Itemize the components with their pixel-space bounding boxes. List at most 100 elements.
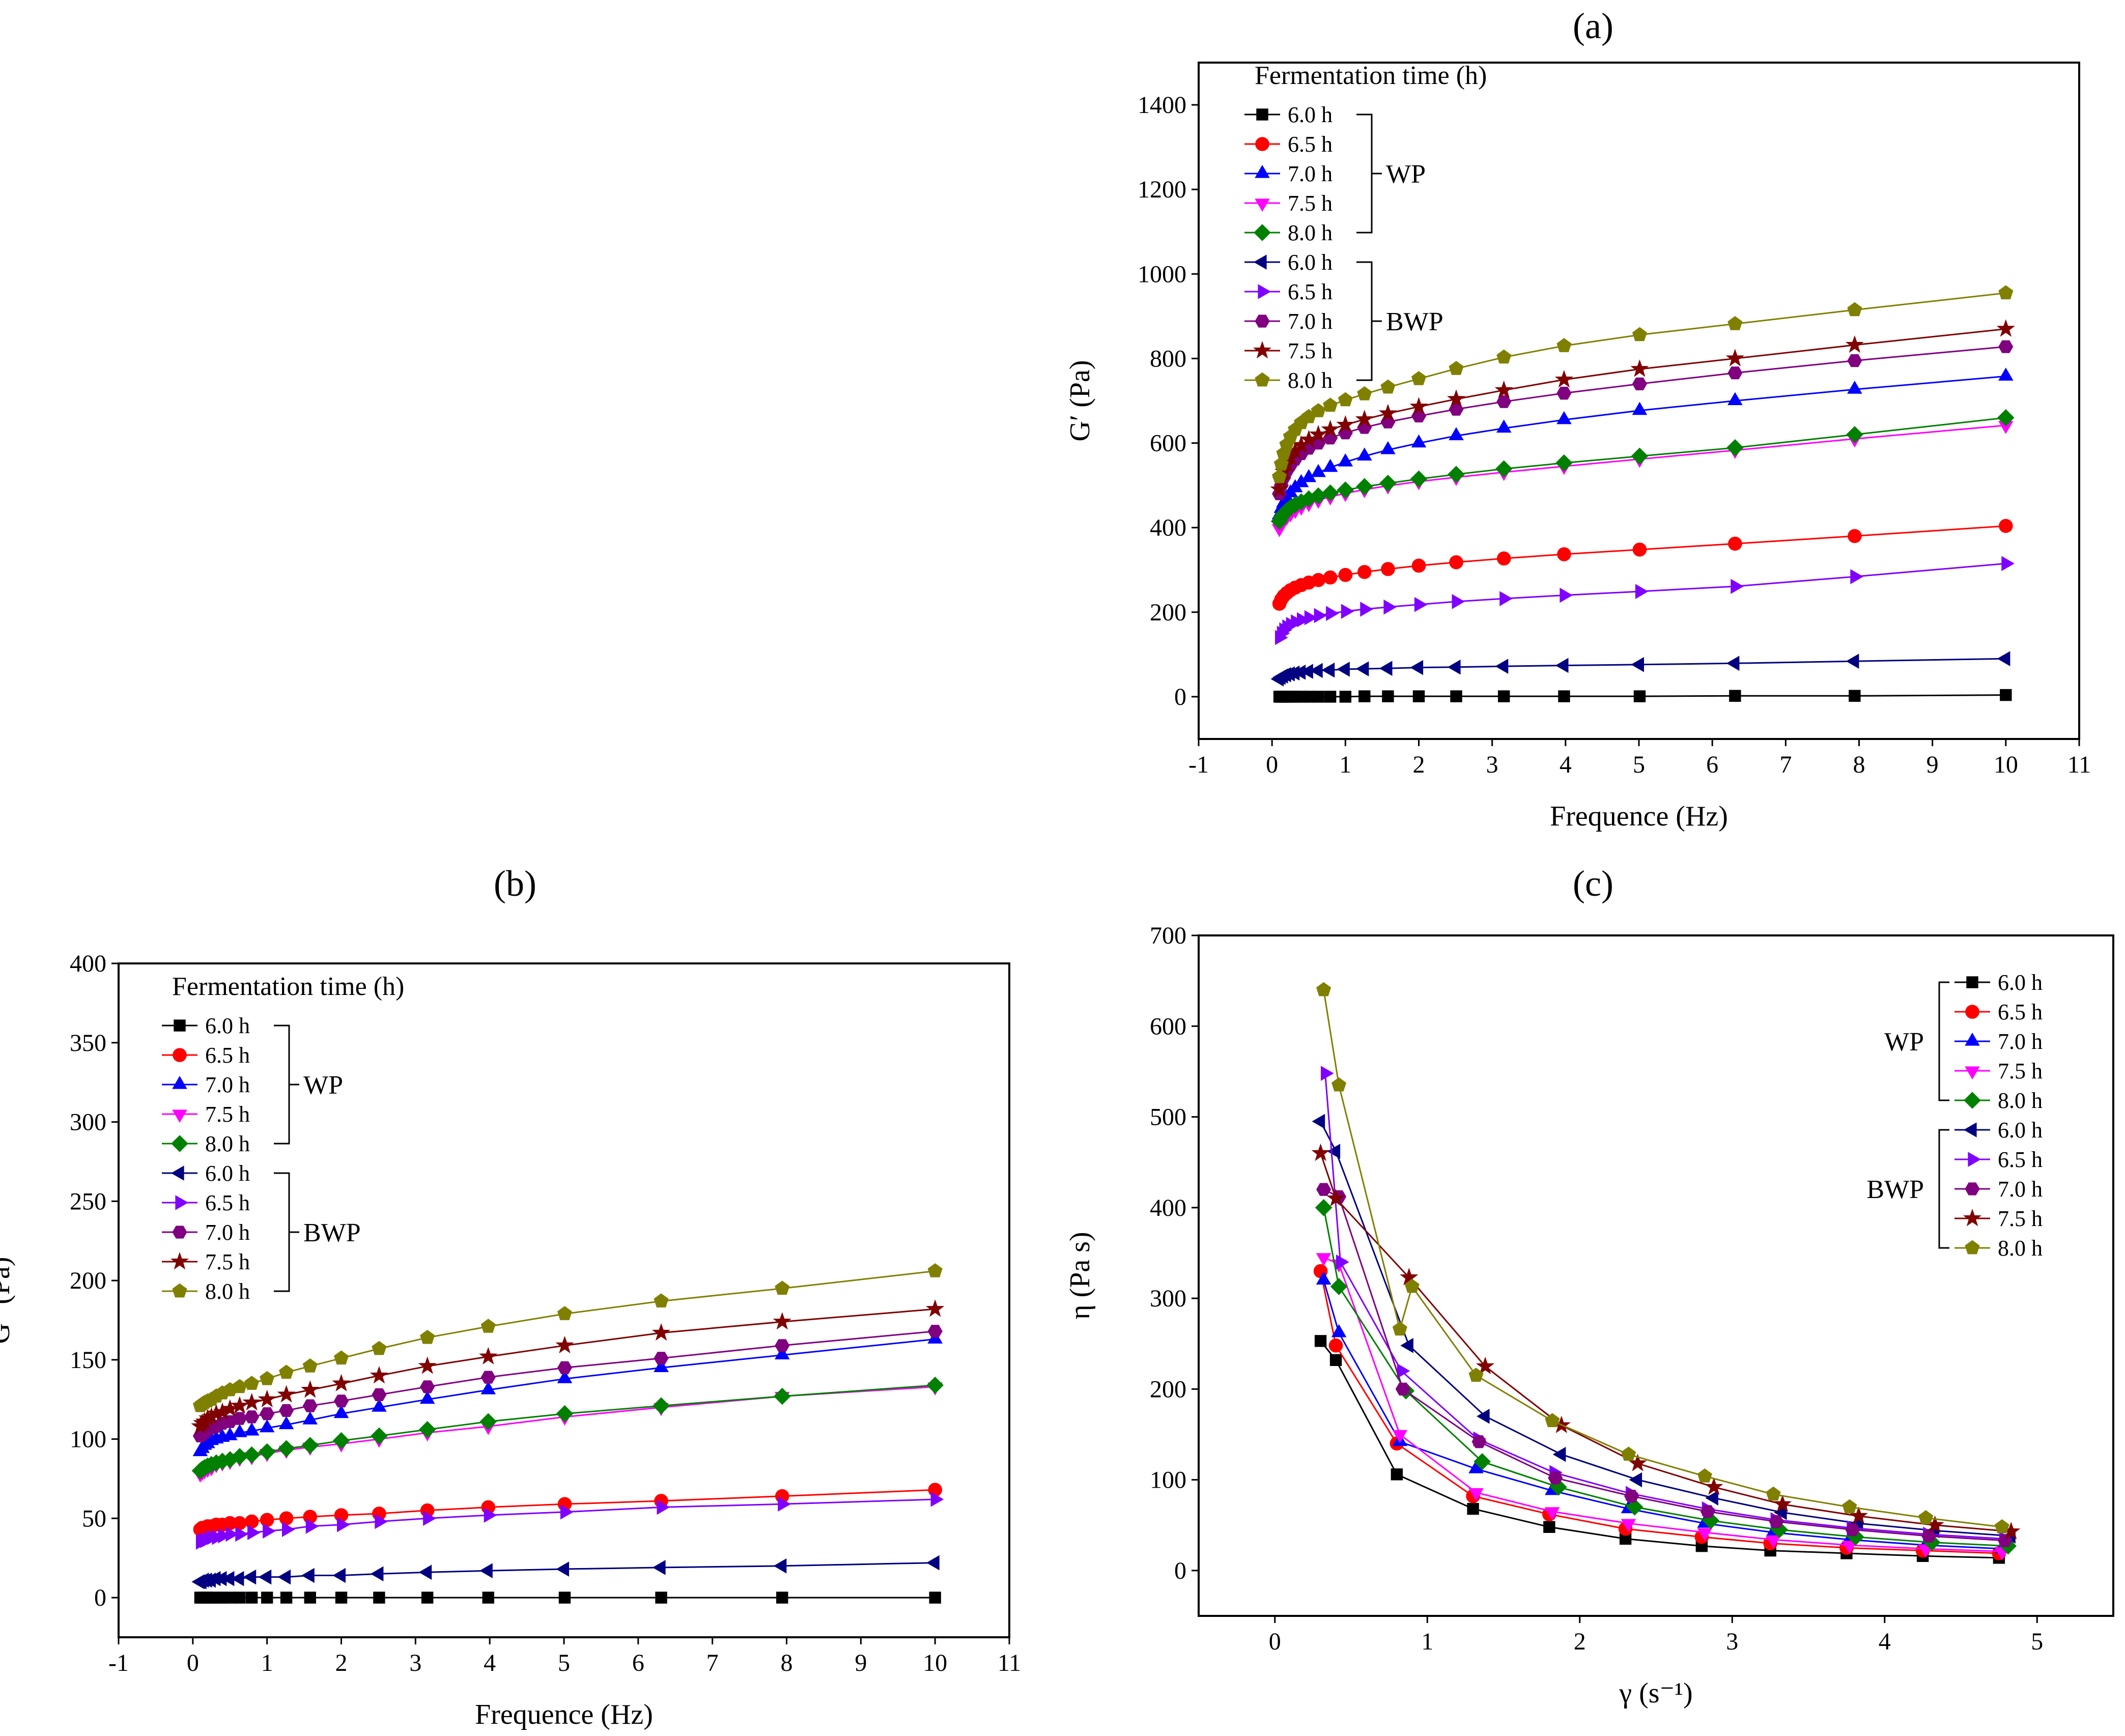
chart-panel-b: (b) -1 0 1 2 3 4 5 6 7 8 9 10 11 0 50 100 150 200 250 300 350… [0, 863, 1021, 1730]
legend-marker [1965, 1066, 1980, 1080]
legend-label: 7.0 h [205, 1220, 250, 1245]
series-line [1279, 417, 2006, 522]
series-line [1323, 989, 2002, 1528]
data-point [1769, 1515, 1784, 1528]
data-point [1336, 1254, 1349, 1270]
data-point [1314, 608, 1327, 623]
data-point [1360, 602, 1373, 617]
legend-label: 6.5 h [1998, 1000, 2043, 1024]
legend-marker [1968, 1152, 1981, 1167]
data-point [1555, 454, 1573, 472]
data-point [774, 1346, 790, 1359]
data-point [1726, 439, 1744, 457]
data-point [773, 1312, 791, 1330]
data-point [1845, 1523, 1860, 1536]
series-wp-7-5-h [1316, 1253, 2010, 1560]
data-point [1410, 660, 1424, 675]
data-point [1728, 536, 1742, 551]
data-point [302, 1399, 318, 1412]
data-point [929, 1591, 941, 1604]
data-point [1321, 662, 1335, 678]
series-wp-8-0-h [1270, 409, 2015, 530]
data-point [926, 1299, 945, 1317]
data-point [1697, 1468, 1712, 1483]
legend-marker [175, 1195, 189, 1210]
legend-marker [174, 1019, 186, 1032]
data-point [1312, 691, 1324, 703]
x-tick-label: -1 [1188, 751, 1209, 778]
data-point [1355, 409, 1374, 428]
data-point [231, 1448, 248, 1465]
data-point [1624, 1490, 1639, 1503]
legend: Fermentation time (h) 6.0 h 6.5 h 7.0 h 7.5 … [162, 972, 404, 1304]
y-tick-label: 0 [1174, 684, 1186, 710]
legend-marker [170, 1251, 189, 1270]
legend-bracket [274, 1172, 299, 1292]
x-tick-label: 1 [1339, 751, 1351, 778]
data-point [1379, 474, 1397, 492]
legend-marker [172, 1109, 187, 1123]
data-point [1496, 419, 1512, 433]
panel-label: (b) [494, 863, 536, 904]
data-point [1543, 1521, 1555, 1533]
data-point [1323, 432, 1338, 445]
data-point [1632, 377, 1647, 390]
y-tick-label: 50 [82, 1505, 106, 1532]
data-point [1327, 1144, 1341, 1159]
x-tick-label: 0 [1266, 751, 1278, 778]
data-point [1311, 464, 1326, 477]
data-point [1395, 1382, 1410, 1396]
data-point [1409, 397, 1428, 415]
data-point [1331, 1077, 1347, 1092]
y-tick-label: 0 [94, 1584, 106, 1611]
data-point [373, 1591, 385, 1604]
legend-marker [1964, 1092, 1981, 1109]
y-tick-label: 300 [70, 1109, 106, 1136]
data-point [243, 1569, 257, 1585]
data-point [558, 1591, 571, 1604]
data-point [1918, 1510, 1934, 1524]
y-tick-label: 0 [1174, 1557, 1186, 1584]
data-point [1545, 1507, 1560, 1521]
legend-marker [1966, 976, 1978, 988]
x-tick-label: 9 [855, 1649, 867, 1676]
data-point [1621, 1519, 1636, 1532]
x-tick-label: 4 [1560, 751, 1572, 778]
data-point [1994, 1519, 2009, 1533]
data-point [242, 1392, 261, 1411]
data-point [258, 1569, 272, 1585]
data-point [654, 1352, 669, 1365]
data-point [304, 1591, 316, 1604]
data-point [1842, 1541, 1857, 1554]
data-point [1631, 657, 1644, 672]
data-point [333, 1405, 349, 1418]
data-point [1557, 547, 1571, 561]
legend-label: 6.0 h [1288, 102, 1333, 127]
data-point [225, 1526, 239, 1542]
data-point [1848, 529, 1862, 544]
series-bwp-7-0-h [1316, 1183, 2013, 1547]
legend-label: 8.0 h [1288, 220, 1333, 245]
series-line [200, 1384, 936, 1472]
data-point [1321, 419, 1340, 438]
data-point [1632, 402, 1648, 415]
data-point [1545, 1413, 1560, 1428]
data-point [1357, 447, 1372, 461]
legend-label: 6.0 h [1998, 970, 2043, 995]
data-point [652, 1560, 666, 1575]
legend-label: 7.5 h [205, 1102, 250, 1127]
data-point [1355, 478, 1373, 495]
series-wp-6-0-h [1273, 689, 2012, 703]
data-point [1705, 1490, 1718, 1506]
data-point [657, 1499, 670, 1515]
data-point [557, 1306, 572, 1320]
data-point [1316, 1253, 1331, 1266]
data-point [335, 1591, 348, 1604]
data-point [1314, 1335, 1327, 1347]
data-point [1621, 1446, 1636, 1461]
data-point [301, 1380, 320, 1398]
legend-label: 8.0 h [1998, 1236, 2043, 1261]
data-point [1411, 558, 1426, 573]
legend-label: 8.0 h [205, 1279, 250, 1304]
legend-marker [173, 1048, 187, 1062]
